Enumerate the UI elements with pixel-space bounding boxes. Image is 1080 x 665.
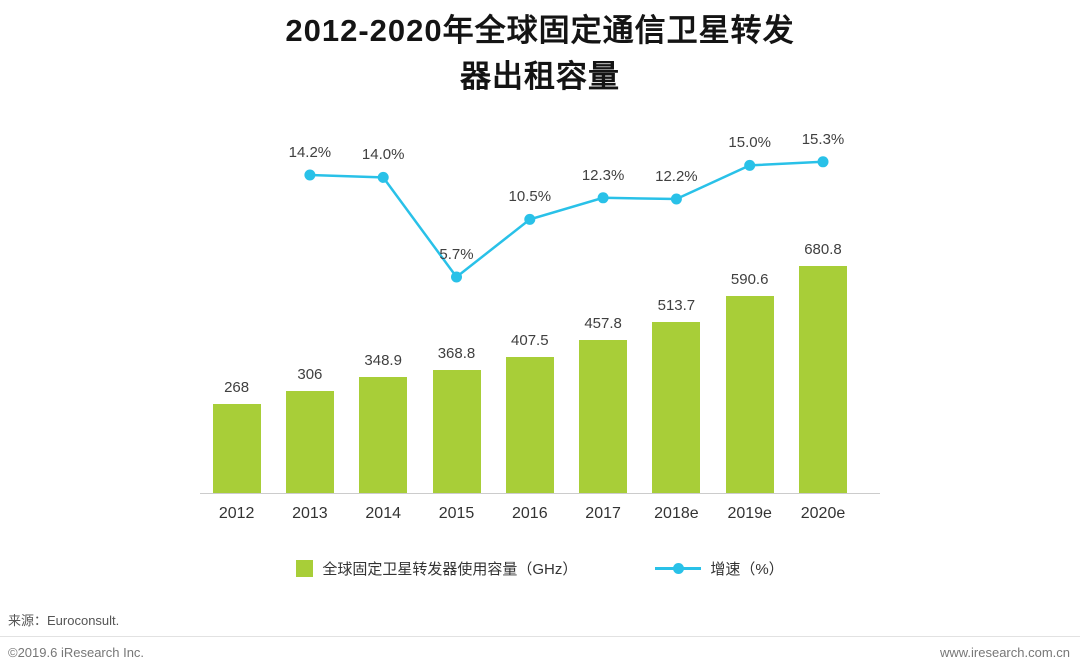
growth-point: [304, 169, 316, 181]
growth-line-chart: [304, 156, 829, 283]
bar-value-label: 513.7: [657, 296, 696, 314]
growth-value-label: 14.0%: [361, 146, 405, 164]
bar-2019e: [725, 296, 774, 493]
footer-divider: [0, 636, 1080, 637]
growth-value-label: 5.7%: [439, 246, 474, 263]
line-series-dot: [673, 563, 685, 574]
bar-value-label: 590.6: [730, 271, 769, 289]
x-axis-label: 2015: [438, 505, 475, 522]
legend-growth-label: 增速（%）: [710, 561, 784, 578]
growth-value-label: 15.0%: [728, 134, 771, 152]
bar-2015: [432, 370, 481, 493]
x-axis-label: 2014: [365, 505, 401, 522]
bar-value-label: 268: [224, 378, 250, 396]
bar-2017: [579, 340, 628, 493]
x-axis-label: 2019e: [727, 505, 772, 522]
growth-value-label: 14.2%: [288, 144, 332, 161]
copyright-text: ©2019.6 iResearch Inc.: [8, 645, 145, 660]
bar-value-label: 348.9: [364, 351, 402, 369]
x-axis-label: 2013: [292, 505, 328, 522]
bar-series-swatch: [296, 560, 314, 577]
growth-point: [817, 156, 829, 168]
source-text: 来源：Euroconsult.: [8, 613, 120, 628]
growth-point: [670, 193, 682, 205]
growth-value-label: 15.3%: [801, 130, 845, 148]
bar-2020e: [799, 266, 847, 493]
growth-point: [597, 192, 609, 204]
legend-item-capacity: 全球固定卫星转发器使用容量（GHz）: [296, 558, 577, 579]
x-axis-label: 2016: [512, 505, 548, 522]
growth-value-label: 12.3%: [581, 166, 625, 184]
bar-value-label: 407.5: [511, 332, 549, 350]
bar-value-label: 680.8: [804, 241, 842, 259]
bar-2016: [505, 357, 554, 493]
legend-capacity-label: 全球固定卫星转发器使用容量（GHz）: [322, 561, 578, 578]
bar-value-label: 368.8: [437, 345, 476, 363]
growth-point: [451, 271, 462, 283]
chart-title-line1: 2012-2020年全球固定通信卫星转发: [285, 13, 795, 48]
x-axis-label: 2020e: [800, 505, 846, 522]
chart-legend: 全球固定卫星转发器使用容量（GHz） 增速（%）: [0, 558, 1080, 579]
chart-title-line2: 器出租容量: [460, 59, 620, 94]
chart-plot-area: 268 2012 306 2013 348.9 2014 368.8 2015 407.5 201…: [200, 130, 880, 522]
bar-2013: [285, 390, 334, 493]
bar-2014: [359, 376, 408, 493]
page-title: 2012-2020年全球固定通信卫星转发 器出租容量: [0, 8, 1080, 100]
growth-point: [744, 159, 756, 171]
bar-2012: [212, 403, 261, 493]
growth-point: [524, 213, 536, 225]
x-axis-label: 2017: [585, 505, 621, 522]
x-axis-label: 2012: [218, 505, 255, 522]
growth-value-label: 12.2%: [655, 168, 698, 185]
bar-2018e: [652, 321, 701, 493]
bar-value-label: 306: [297, 365, 323, 383]
x-axis-label: 2018e: [654, 505, 699, 522]
website-text: www.iresearch.com.cn: [939, 645, 1070, 660]
bar-value-label: 457.8: [584, 315, 622, 333]
legend-item-growth: 增速（%）: [655, 558, 784, 579]
growth-value-label: 10.5%: [508, 188, 552, 206]
growth-point: [377, 171, 389, 183]
line-series-swatch: [655, 563, 702, 574]
